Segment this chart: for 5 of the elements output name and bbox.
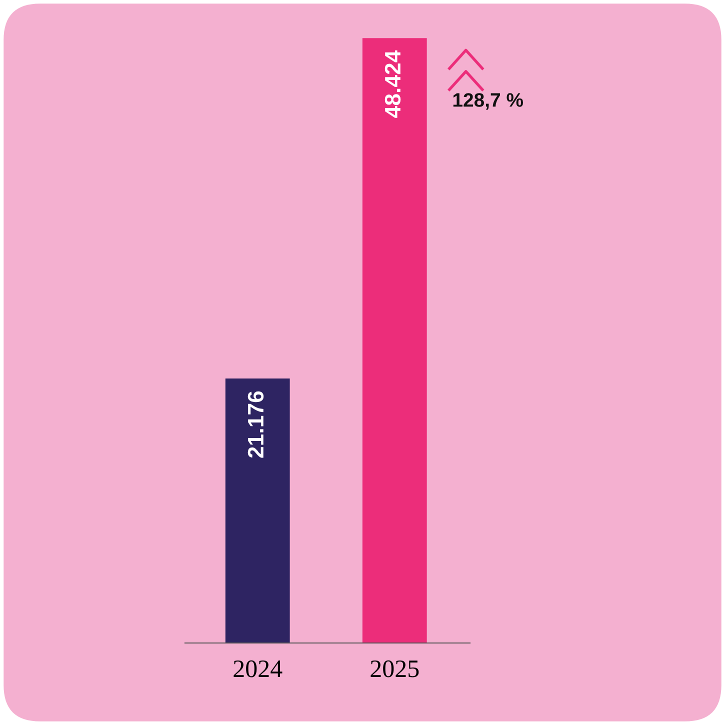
x-tick-label: 2025 xyxy=(370,660,419,678)
x-tick-label: 2024 xyxy=(234,660,282,678)
annotation: 128,7 % xyxy=(453,93,524,110)
data-label: 21.176 xyxy=(248,391,264,458)
data-label: 48.424 xyxy=(384,50,401,118)
